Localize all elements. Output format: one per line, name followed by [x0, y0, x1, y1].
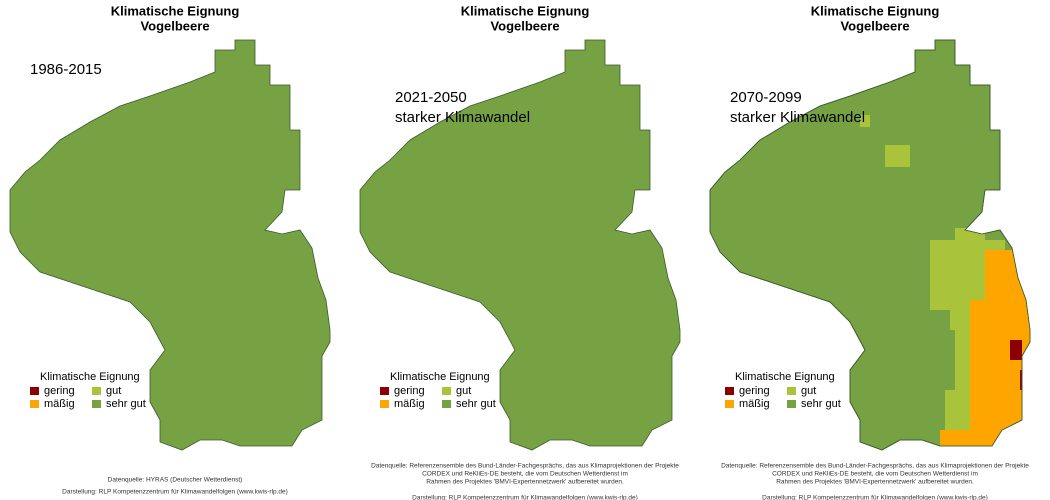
source-note: CORDEX und ReKliEs-DE besteht, die vom D…	[422, 471, 628, 478]
panel-title: Klimatische Eignung	[811, 3, 940, 18]
legend-label: sehr gut	[801, 398, 841, 410]
period-label: 1986-2015	[30, 61, 102, 78]
legend-label: mäßig	[44, 398, 75, 410]
period-label: starker Klimawandel	[395, 109, 530, 126]
legend-swatch	[380, 400, 389, 408]
legend-title: Klimatische Eignung	[390, 371, 490, 383]
source-note: Rahmen des Projektes 'BMVI-Expertennetzw…	[426, 479, 624, 486]
suitability-cell	[1020, 370, 1030, 390]
period-label: starker Klimawandel	[730, 109, 865, 126]
legend-swatch	[92, 400, 101, 408]
source-note: Darstellung: RLP Kompetenzzentrum für Kl…	[762, 495, 988, 500]
source-note: CORDEX und ReKliEs-DE besteht, die vom D…	[772, 471, 978, 478]
legend-swatch	[725, 400, 734, 408]
period-label: 2070-2099	[730, 89, 802, 106]
legend-swatch	[92, 387, 101, 395]
region-border	[709, 39, 1031, 451]
legend-label: gut	[456, 385, 471, 397]
suitability-patches	[860, 115, 1030, 450]
legend-label: gering	[394, 385, 425, 397]
suitability-cell	[860, 115, 870, 127]
source-note: Datenquelle: HYRAS (Deutscher Wetterdien…	[108, 477, 243, 484]
suitability-cell	[970, 300, 990, 450]
legend-label: gering	[739, 385, 770, 397]
legend-label: sehr gut	[106, 398, 146, 410]
legend-label: gut	[801, 385, 816, 397]
legend-title: Klimatische Eignung	[40, 371, 140, 383]
source-note: Datenquelle: Referenzensemble des Bund-L…	[371, 463, 679, 470]
legend-label: mäßig	[739, 398, 770, 410]
legend-swatch	[787, 400, 796, 408]
panel-title: Vogelbeere	[490, 18, 559, 33]
region-map	[9, 39, 331, 451]
suitability-cell	[1010, 340, 1022, 360]
legend-label: gering	[44, 385, 75, 397]
legend-label: mäßig	[394, 398, 425, 410]
legend-swatch	[30, 400, 39, 408]
source-note: Datenquelle: Referenzensemble des Bund-L…	[721, 463, 1029, 470]
legend-title: Klimatische Eignung	[735, 371, 835, 383]
period-label: 2021-2050	[395, 89, 467, 106]
legend-swatch	[380, 387, 389, 395]
legend-swatch	[725, 387, 734, 395]
suitability-cell	[940, 430, 990, 450]
panel-title: Vogelbeere	[140, 18, 209, 33]
panel-title: Klimatische Eignung	[111, 3, 240, 18]
source-note: Darstellung: RLP Kompetenzzentrum für Kl…	[62, 489, 288, 496]
legend-label: gut	[106, 385, 121, 397]
legend-label: sehr gut	[456, 398, 496, 410]
legend-swatch	[787, 387, 796, 395]
region-map	[359, 39, 681, 451]
legend-swatch	[442, 387, 451, 395]
source-note: Rahmen des Projektes 'BMVI-Expertennetzw…	[776, 479, 974, 486]
suitability-cell	[955, 228, 985, 242]
suitability-cell	[885, 145, 910, 167]
legend-swatch	[30, 387, 39, 395]
panel-title: Klimatische Eignung	[461, 3, 590, 18]
panel-title: Vogelbeere	[840, 18, 909, 33]
source-note: Darstellung: RLP Kompetenzzentrum für Kl…	[412, 495, 638, 500]
legend-swatch	[442, 400, 451, 408]
